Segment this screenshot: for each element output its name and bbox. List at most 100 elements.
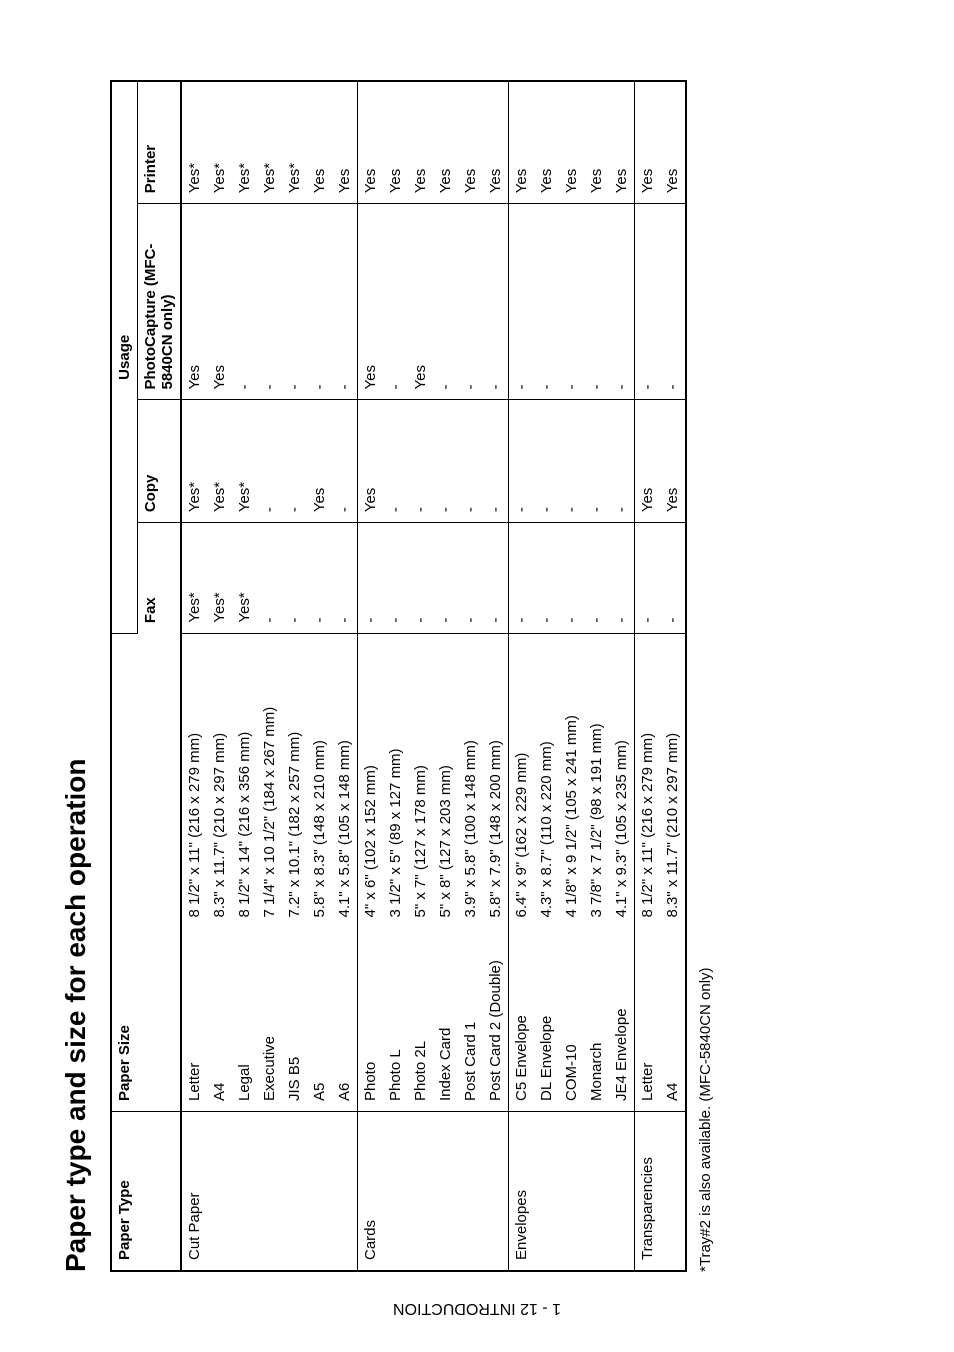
cell-dimensions: 8 1/2" x 11" (216 x 279 mm) [181,633,207,927]
cell-dimensions: 4" x 6" (102 x 152 mm) [358,633,384,927]
cell-dimensions: 3 7/8" x 7 1/2" (98 x 191 mm) [584,633,609,927]
cell-pc: - [383,204,408,400]
cell-pc: Yes [181,204,207,400]
cell-paper-size: Index Card [433,928,458,1112]
cell-dimensions: 3 1/2" x 5" (89 x 127 mm) [383,633,408,927]
cell-fax: - [282,523,307,633]
cell-dimensions: 5.8" x 7.9" (148 x 200 mm) [483,633,509,927]
cell-fax: - [408,523,433,633]
cell-dimensions: 8.3" x 11.7" (210 x 297 mm) [207,633,232,927]
table-row: TransparenciesLetter8 1/2" x 11" (216 x … [635,81,661,1271]
cell-paper-size: Legal [232,928,257,1112]
cell-dimensions: 8 1/2" x 11" (216 x 279 mm) [635,633,661,927]
cell-paper-size: C5 Envelope [509,928,535,1112]
cell-fax: - [584,523,609,633]
table-row: Legal8 1/2" x 14" (216 x 356 mm)Yes*Yes*… [232,81,257,1271]
cell-printer: Yes [559,81,584,204]
table-row: DL Envelope4.3" x 8.7" (110 x 220 mm)---… [534,81,559,1271]
cell-printer: Yes [408,81,433,204]
cell-paper-type: Transparencies [635,1112,687,1271]
cell-pc: - [433,204,458,400]
cell-fax: - [332,523,358,633]
cell-pc: - [609,204,635,400]
cell-pc: - [307,204,332,400]
cell-printer: Yes [332,81,358,204]
cell-printer: Yes [383,81,408,204]
cell-copy: Yes [660,400,686,523]
cell-pc: - [332,204,358,400]
cell-copy: Yes [358,400,384,523]
cell-dimensions: 5.8" x 8.3" (148 x 210 mm) [307,633,332,927]
table-row: Photo L3 1/2" x 5" (89 x 127 mm)---Yes [383,81,408,1271]
cell-printer: Yes [635,81,661,204]
cell-copy: - [559,400,584,523]
cell-copy: Yes [307,400,332,523]
cell-copy: - [609,400,635,523]
cell-copy: - [332,400,358,523]
paper-table: Paper Type Paper Size Usage Fax Copy Pho… [110,80,687,1272]
cell-fax: - [307,523,332,633]
cell-fax: Yes* [232,523,257,633]
cell-fax: - [383,523,408,633]
cell-fax: - [433,523,458,633]
col-fax: Fax [138,523,182,633]
cell-copy: Yes [635,400,661,523]
cell-paper-size: Monarch [584,928,609,1112]
cell-printer: Yes* [232,81,257,204]
cell-fax: - [358,523,384,633]
cell-paper-type: Cut Paper [181,1112,358,1271]
cell-paper-size: Letter [635,928,661,1112]
cell-copy: Yes* [232,400,257,523]
page-side-label: 1 - 12 INTRODUCTION [393,1299,561,1317]
cell-fax: - [660,523,686,633]
cell-fax: Yes* [207,523,232,633]
table-row: Post Card 13.9" x 5.8" (100 x 148 mm)---… [458,81,483,1271]
cell-pc: - [232,204,257,400]
cell-printer: Yes* [207,81,232,204]
cell-pc: - [534,204,559,400]
cell-pc: Yes [358,204,384,400]
cell-dimensions: 8 1/2" x 14" (216 x 356 mm) [232,633,257,927]
cell-copy: - [282,400,307,523]
cell-printer: Yes [534,81,559,204]
table-row: JIS B57.2" x 10.1" (182 x 257 mm)---Yes* [282,81,307,1271]
cell-dimensions: 5" x 7" (127 x 178 mm) [408,633,433,927]
cell-dimensions: 7 1/4" x 10 1/2" (184 x 267 mm) [257,633,282,927]
cell-dimensions: 4 1/8" x 9 1/2" (105 x 241 mm) [559,633,584,927]
table-row: A64.1" x 5.8" (105 x 148 mm)---Yes [332,81,358,1271]
cell-printer: Yes* [282,81,307,204]
cell-fax: - [609,523,635,633]
cell-copy: - [584,400,609,523]
cell-copy: - [483,400,509,523]
table-row: A48.3" x 11.7" (210 x 297 mm)-Yes-Yes [660,81,686,1271]
cell-copy: - [257,400,282,523]
footnote: *Tray#2 is also available. (MFC-5840CN o… [697,80,714,1272]
cell-dimensions: 4.1" x 5.8" (105 x 148 mm) [332,633,358,927]
cell-copy: - [509,400,535,523]
col-dimensions-blank [111,633,181,927]
col-paper-size: Paper Size [111,928,181,1112]
col-printer: Printer [138,81,182,204]
cell-fax: - [635,523,661,633]
cell-paper-size: COM-10 [559,928,584,1112]
cell-printer: Yes [584,81,609,204]
page-title: Paper type and size for each operation [60,80,92,1272]
cell-dimensions: 5" x 8" (127 x 203 mm) [433,633,458,927]
cell-copy: - [433,400,458,523]
cell-fax: - [483,523,509,633]
table-row: Cut PaperLetter8 1/2" x 11" (216 x 279 m… [181,81,207,1271]
col-photocapture: PhotoCapture (MFC-5840CN only) [138,204,182,400]
col-copy: Copy [138,400,182,523]
cell-paper-type: Envelopes [509,1112,635,1271]
table-row: Photo 2L5" x 7" (127 x 178 mm)--YesYes [408,81,433,1271]
table-row: Monarch3 7/8" x 7 1/2" (98 x 191 mm)---Y… [584,81,609,1271]
table-row: JE4 Envelope4.1" x 9.3" (105 x 235 mm)--… [609,81,635,1271]
cell-pc: Yes [207,204,232,400]
cell-fax: - [534,523,559,633]
table-row: A55.8" x 8.3" (148 x 210 mm)-Yes-Yes [307,81,332,1271]
cell-fax: Yes* [181,523,207,633]
cell-pc: - [660,204,686,400]
cell-pc: - [635,204,661,400]
cell-printer: Yes [433,81,458,204]
cell-pc: - [559,204,584,400]
